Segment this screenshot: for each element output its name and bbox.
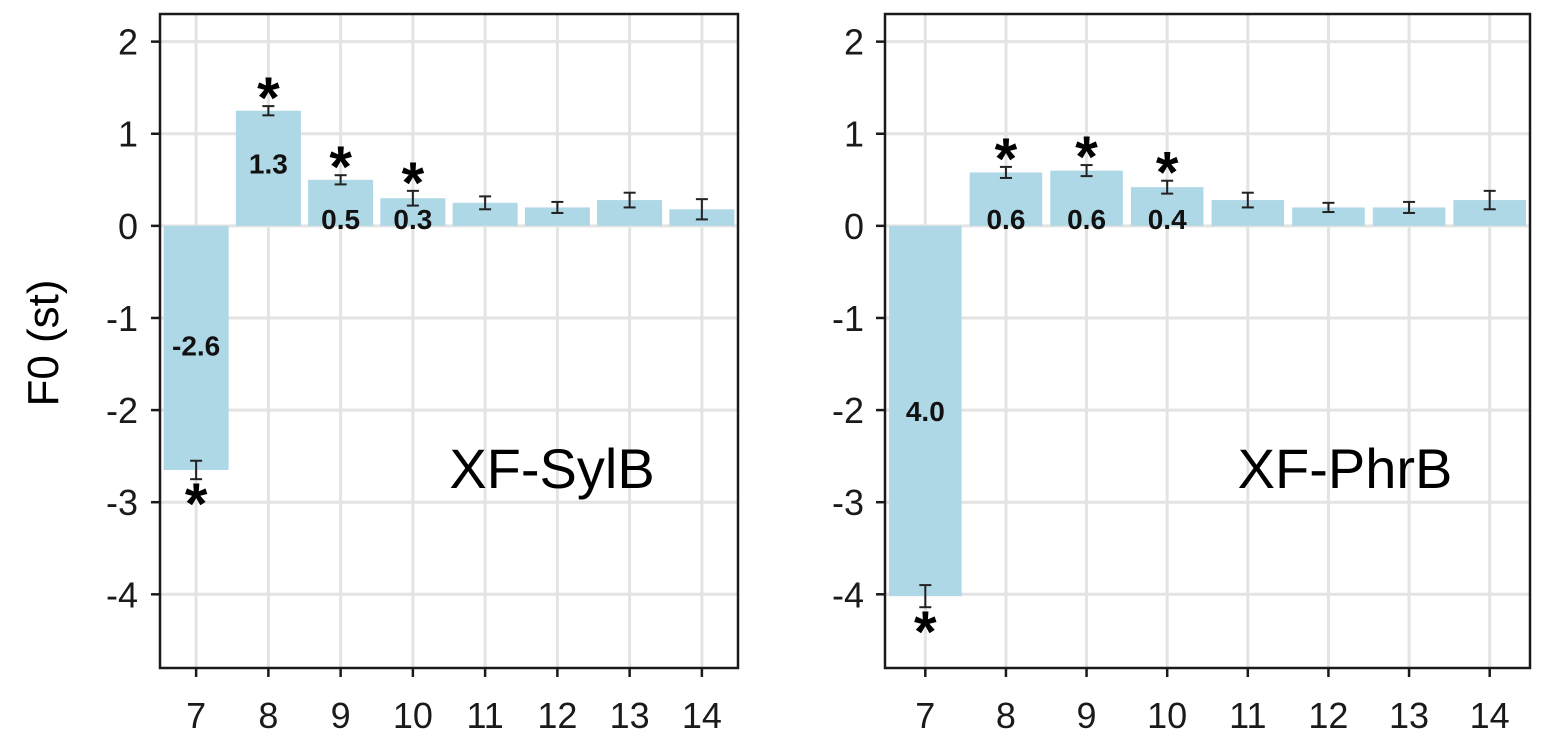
panel-1-bar-11 — [452, 202, 518, 226]
panel-1-xtick-label: 7 — [186, 695, 206, 736]
panel-1-xtick-label: 9 — [331, 695, 351, 736]
panel-1-ytick-label: -4 — [106, 574, 138, 615]
panel-2-ytick-label: -1 — [832, 298, 864, 339]
panel-1-significance-marker: * — [257, 66, 280, 131]
panel-1-significance-marker: * — [402, 151, 425, 216]
panel-1-xtick-label: 12 — [537, 695, 577, 736]
panel-1-title: XF-SylB — [449, 437, 654, 500]
panel-1-xtick-label: 10 — [393, 695, 433, 736]
panel-1-bar-7 — [163, 225, 229, 470]
panel-2-border — [883, 12, 1532, 670]
panel-1-xtick-label: 14 — [682, 695, 722, 736]
panel-2-data-label: 4.0 — [906, 396, 945, 427]
panel-2-bar-13 — [1372, 207, 1446, 226]
panel-1-bar-8 — [235, 110, 301, 226]
panel-1-xtick-label: 13 — [610, 695, 650, 736]
panel-1-data-label: -2.6 — [172, 330, 220, 361]
panel-2-bar-7 — [889, 225, 962, 597]
panel-2-data-label: 0.6 — [1067, 204, 1106, 235]
panel-2-xtick-label: 8 — [996, 695, 1016, 736]
panel-2-group: 4.0*0.6*0.6*0.4*210-1-2-3-47 8 9 10 11 12 13 14… — [832, 12, 1532, 736]
panel-1-xtick-label: 8 — [258, 695, 278, 736]
panel-2-data-label: 0.6 — [986, 204, 1025, 235]
panel-2-bar-12 — [1292, 207, 1365, 226]
panel-1-data-label: 0.5 — [321, 204, 360, 235]
panel-1-significance-marker: * — [329, 135, 352, 200]
panel-2-ytick-label: 2 — [844, 22, 864, 63]
panel-1-bar-12 — [524, 207, 590, 226]
y-axis-label: F0 (st) — [19, 279, 68, 406]
panel-1-group: -2.6*1.3*0.5*0.3*210-1-2-3-47 8 9 10 11 12 13 1… — [106, 12, 740, 736]
panel-2-xtick-label: 14 — [1470, 695, 1510, 736]
panel-2-xtick-label: 11 — [1229, 695, 1266, 736]
panel-1-ytick-label: 2 — [118, 22, 138, 63]
panel-1-bar-9 — [308, 179, 374, 226]
panel-1-ytick-label: -3 — [106, 482, 138, 523]
panel-2-ytick-label: -4 — [832, 574, 864, 615]
panel-2-xtick-label: 10 — [1147, 695, 1187, 736]
panel-2-bar-9 — [1050, 170, 1123, 226]
panel-2-significance-marker: * — [914, 600, 937, 665]
panel-2-significance-marker: * — [995, 127, 1018, 192]
panel-2-xtick-label: 9 — [1077, 695, 1097, 736]
panel-1-border — [158, 12, 740, 670]
panel-1-data-label: 0.3 — [393, 204, 432, 235]
panel-2-xtick-label: 12 — [1308, 695, 1348, 736]
panel-1-ytick-label: -2 — [106, 390, 138, 431]
panel-1-xtick-label: 11 — [466, 695, 503, 736]
panel-2-significance-marker: * — [1075, 125, 1098, 190]
panel-1-ytick-label: 1 — [118, 114, 138, 155]
panel-2-significance-marker: * — [1156, 141, 1179, 206]
panel-2-bar-8 — [969, 172, 1043, 226]
panel-1-ytick-label: -1 — [106, 298, 138, 339]
panel-1-ytick-label: 0 — [118, 206, 138, 247]
panel-1-significance-marker: * — [185, 472, 208, 537]
panel-2-xtick-label: 7 — [915, 695, 935, 736]
panel-1-data-label: 1.3 — [249, 149, 288, 180]
panel-2-ytick-label: -3 — [832, 482, 864, 523]
panel-2-ytick-label: 1 — [844, 114, 864, 155]
panel-2-title: XF-PhrB — [1238, 437, 1453, 500]
panel-2-data-label: 0.4 — [1148, 204, 1187, 235]
panel-2-ytick-label: 0 — [844, 206, 864, 247]
panel-2-xtick-label: 13 — [1389, 695, 1429, 736]
panel-2-ytick-label: -2 — [832, 390, 864, 431]
